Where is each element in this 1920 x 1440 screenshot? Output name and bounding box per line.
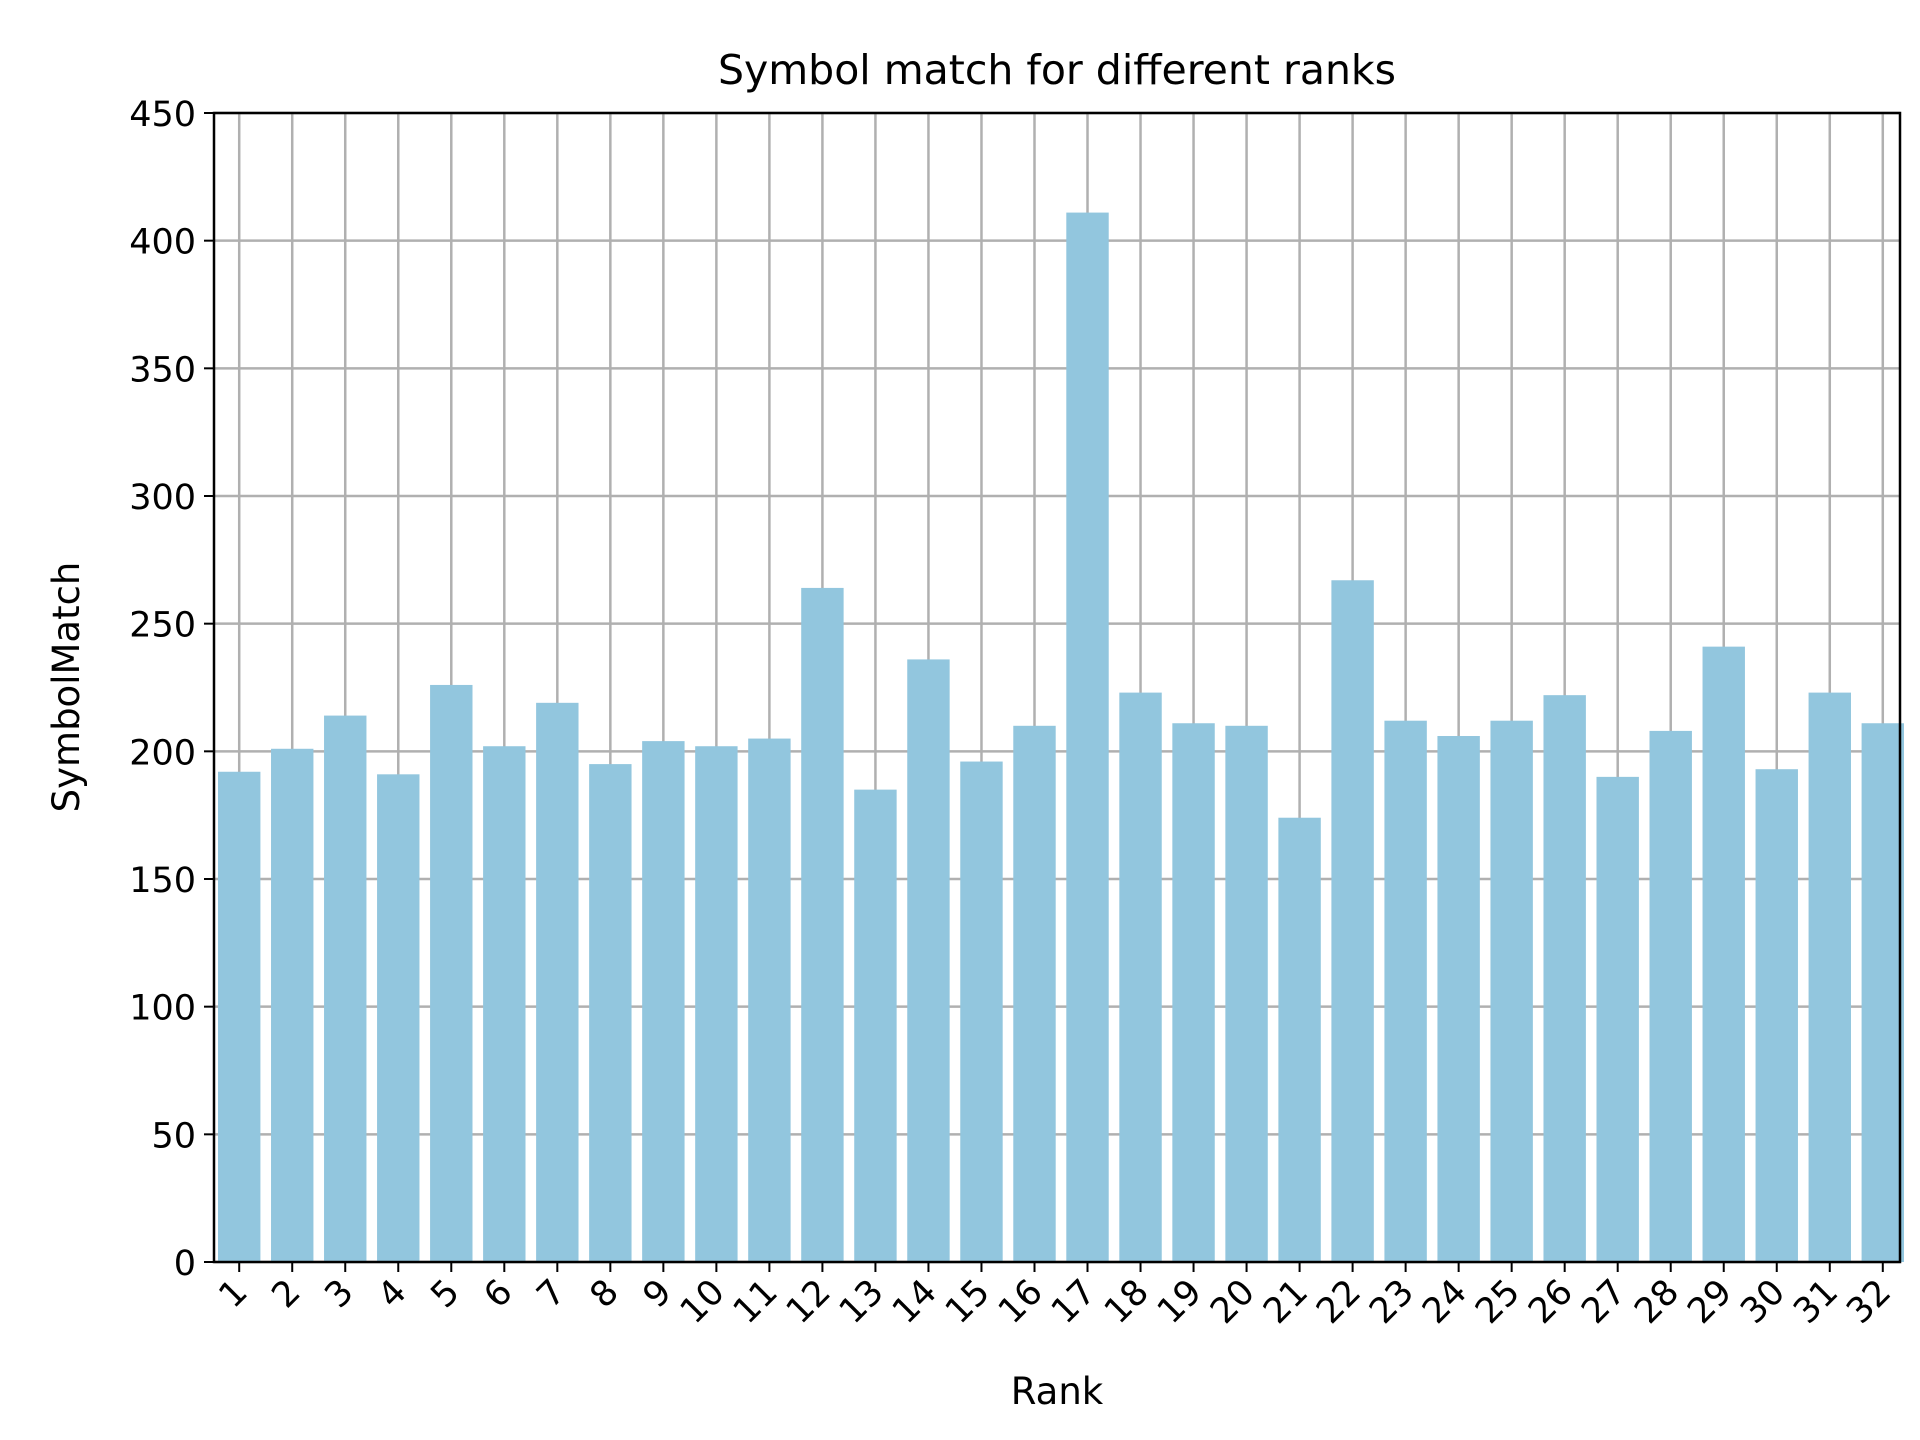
bar	[1331, 580, 1374, 1262]
bar	[1649, 730, 1692, 1262]
y-tick-label: 250	[129, 606, 196, 646]
bar	[1013, 725, 1056, 1262]
y-tick-label: 300	[129, 478, 196, 518]
bar	[695, 746, 738, 1262]
bar	[483, 746, 526, 1262]
y-axis-label: SymbolMatch	[45, 562, 88, 813]
y-tick-label: 50	[151, 1116, 196, 1156]
bar	[1490, 720, 1533, 1262]
bar	[960, 761, 1003, 1262]
y-tick-label: 150	[129, 861, 196, 901]
bar	[1278, 817, 1321, 1262]
bar	[1808, 692, 1851, 1262]
bar	[1384, 720, 1427, 1262]
bar	[536, 702, 579, 1262]
bar	[218, 771, 261, 1262]
bar	[589, 764, 632, 1262]
bar	[1119, 692, 1162, 1262]
bar	[748, 738, 791, 1262]
bar	[1437, 736, 1480, 1262]
plot-frame	[212, 111, 1902, 1264]
bar	[271, 748, 314, 1262]
chart-title: Symbol match for different ranks	[718, 46, 1396, 94]
bar	[1702, 646, 1745, 1262]
y-tick-label: 0	[174, 1244, 196, 1284]
y-tick-label: 100	[129, 989, 196, 1029]
y-tick-label: 350	[129, 350, 196, 390]
y-tick-label: 450	[129, 95, 196, 135]
bar	[1066, 212, 1109, 1263]
bars	[218, 212, 1904, 1263]
x-axis-label: Rank	[1011, 1370, 1104, 1413]
bar	[854, 789, 897, 1262]
bar	[1861, 723, 1904, 1262]
bar	[1172, 723, 1215, 1262]
y-tick-label: 400	[129, 223, 196, 263]
bar	[377, 774, 420, 1262]
bar	[642, 741, 685, 1262]
bar	[1543, 695, 1586, 1262]
bar	[1596, 776, 1639, 1262]
y-tick-label: 200	[129, 733, 196, 773]
bar	[430, 684, 473, 1262]
bar	[1225, 725, 1268, 1262]
bar	[324, 715, 367, 1262]
bar	[801, 587, 844, 1262]
bar	[1755, 769, 1798, 1262]
axes	[204, 111, 1902, 1272]
bar	[907, 659, 950, 1262]
